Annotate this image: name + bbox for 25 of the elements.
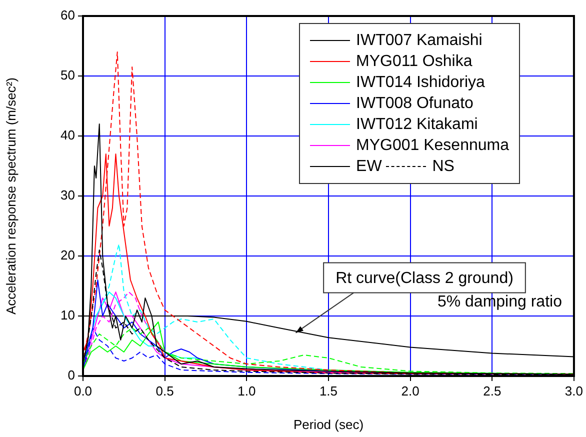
y-tick-label: 40 xyxy=(60,128,75,143)
y-tick-label: 60 xyxy=(60,8,75,23)
x-axis-title: Period (sec) xyxy=(293,416,364,432)
legend-label: IWT007 Kamaishi xyxy=(356,32,482,49)
x-tick-label: 2.0 xyxy=(401,383,420,398)
x-tick-label: 1.5 xyxy=(319,383,338,398)
y-tick-label: 0 xyxy=(68,368,75,383)
x-tick-label: 2.5 xyxy=(483,383,502,398)
legend-label: IWT014 Ishidoriya xyxy=(356,74,485,91)
x-tick-label: 1.0 xyxy=(238,383,256,398)
legend-label: IWT008 Ofunato xyxy=(356,95,474,112)
annotation: Rt curve(Class 2 ground) xyxy=(336,270,514,288)
x-tick-label: 0.5 xyxy=(156,383,174,398)
x-tick-label: 0.0 xyxy=(74,383,92,398)
annotation: EW xyxy=(356,158,382,175)
legend-label: MYG011 Oshika xyxy=(356,53,472,70)
annotation: NS xyxy=(432,158,454,175)
y-tick-label: 30 xyxy=(60,188,75,203)
y-tick-label: 50 xyxy=(60,68,75,83)
legend-label: IWT012 Kitakami xyxy=(356,116,478,133)
legend-label: MYG001 Kesennuma xyxy=(356,137,509,154)
y-tick-label: 20 xyxy=(60,248,75,263)
y-axis-title: Acceleration response spectrum (m/sec²) xyxy=(3,78,18,314)
y-tick-label: 10 xyxy=(60,308,75,323)
x-tick-label: 3.0 xyxy=(564,383,584,398)
